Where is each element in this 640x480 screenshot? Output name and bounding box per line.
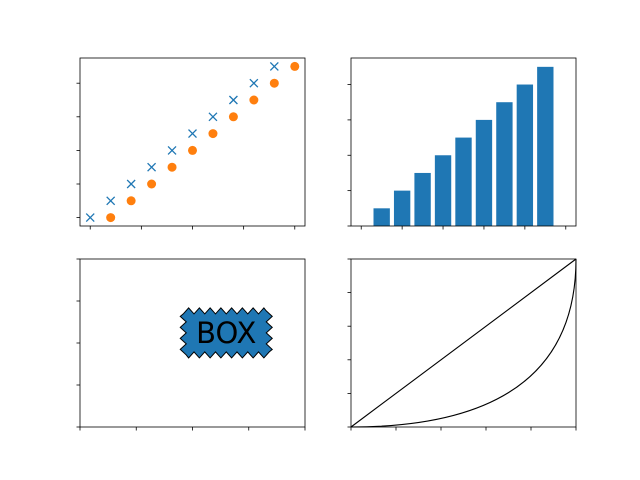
bar: [475, 119, 493, 226]
bar: [373, 208, 390, 226]
x-marker-point: [85, 213, 95, 223]
bar: [516, 84, 534, 227]
x-marker-stroke: [106, 196, 116, 206]
sawtooth-box: [179, 307, 274, 359]
arc-curve: [350, 258, 577, 428]
axes-frame: [350, 57, 577, 227]
x-marker-stroke: [147, 162, 157, 172]
bar: [393, 190, 411, 226]
x-marker-stroke: [85, 213, 95, 223]
circle-marker-point: [106, 213, 116, 223]
x-marker-point: [188, 129, 197, 139]
x-marker-point: [126, 179, 136, 189]
x-marker-stroke: [249, 78, 259, 88]
box-annotation-chart: BOX: [76, 258, 306, 431]
circle-marker-point: [249, 95, 259, 105]
x-marker-stroke: [228, 95, 238, 105]
circle-marker-point: [188, 145, 197, 155]
x-marker-stroke: [167, 145, 177, 155]
bar: [455, 137, 472, 226]
x-marker-point: [106, 196, 116, 206]
circle-marker-point: [167, 162, 177, 172]
x-marker-stroke: [269, 61, 279, 71]
circle-marker-point: [126, 196, 136, 206]
x-marker-point: [228, 95, 238, 105]
x-marker-point: [147, 162, 157, 172]
axes-frame: [350, 258, 577, 428]
scatter-chart: [76, 57, 306, 230]
x-marker-point: [167, 145, 177, 155]
bar: [537, 66, 554, 226]
bar: [434, 155, 452, 226]
box-label: BOX: [196, 316, 256, 350]
x-marker-point: [249, 78, 259, 88]
circle-marker-point: [228, 112, 238, 122]
circle-marker-point: [147, 179, 157, 189]
circle-marker-point: [290, 61, 300, 71]
bar: [414, 172, 431, 226]
bar-chart: [347, 57, 577, 230]
curve-chart: [347, 258, 577, 431]
straight-line: [350, 258, 577, 428]
x-marker-stroke: [126, 179, 136, 189]
bar: [496, 102, 513, 226]
x-marker-stroke: [208, 112, 218, 122]
circle-marker-point: [208, 129, 218, 139]
x-marker-point: [269, 61, 279, 71]
x-marker-point: [208, 112, 218, 122]
circle-marker-point: [269, 78, 279, 88]
x-marker-stroke: [188, 129, 197, 139]
